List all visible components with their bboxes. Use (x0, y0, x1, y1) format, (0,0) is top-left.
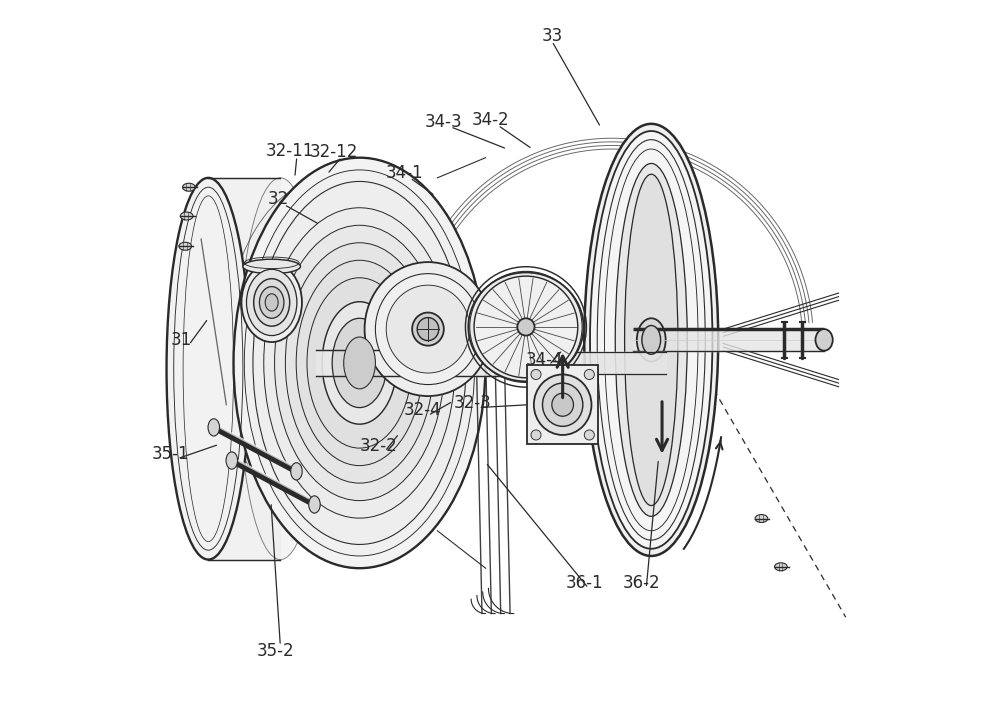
Ellipse shape (365, 262, 491, 396)
Text: 32-12: 32-12 (310, 143, 359, 161)
Ellipse shape (234, 158, 486, 568)
Text: 35-2: 35-2 (256, 642, 294, 660)
Ellipse shape (322, 301, 397, 424)
Text: 32: 32 (268, 190, 289, 208)
Text: 34-4: 34-4 (526, 351, 563, 369)
Ellipse shape (183, 183, 195, 191)
Ellipse shape (291, 463, 302, 480)
Ellipse shape (307, 278, 412, 448)
Ellipse shape (226, 452, 238, 469)
Ellipse shape (253, 181, 466, 544)
Ellipse shape (417, 317, 439, 341)
Ellipse shape (167, 178, 250, 560)
Circle shape (531, 430, 541, 440)
Circle shape (584, 430, 594, 440)
Ellipse shape (468, 273, 584, 381)
Ellipse shape (386, 285, 470, 373)
Ellipse shape (208, 419, 220, 436)
Text: 32-2: 32-2 (360, 437, 398, 455)
Text: 32-11: 32-11 (266, 142, 314, 161)
Ellipse shape (534, 375, 591, 435)
Ellipse shape (179, 242, 192, 250)
Ellipse shape (285, 243, 434, 483)
Ellipse shape (775, 562, 787, 570)
Ellipse shape (637, 318, 666, 362)
Text: 31: 31 (171, 331, 192, 349)
Text: 32-3: 32-3 (454, 394, 492, 412)
Ellipse shape (259, 286, 284, 318)
Ellipse shape (332, 318, 387, 408)
Ellipse shape (615, 163, 687, 516)
Ellipse shape (265, 294, 278, 311)
Ellipse shape (584, 124, 718, 556)
Ellipse shape (642, 325, 661, 354)
Ellipse shape (275, 226, 445, 500)
Ellipse shape (474, 276, 578, 377)
Bar (527, 365, 598, 445)
Ellipse shape (246, 269, 297, 335)
Ellipse shape (239, 178, 322, 560)
Text: 32-4: 32-4 (403, 401, 441, 419)
Ellipse shape (254, 278, 290, 326)
Ellipse shape (517, 318, 535, 335)
Ellipse shape (243, 260, 300, 273)
Ellipse shape (180, 212, 193, 220)
Ellipse shape (552, 393, 573, 416)
Text: 33: 33 (541, 27, 562, 45)
Ellipse shape (264, 208, 455, 518)
Text: 34-3: 34-3 (424, 113, 462, 131)
Text: 36-2: 36-2 (623, 574, 661, 592)
Text: 35-1: 35-1 (151, 445, 189, 463)
Text: 34-1: 34-1 (385, 164, 423, 181)
Ellipse shape (344, 337, 375, 389)
Ellipse shape (815, 329, 833, 351)
Ellipse shape (296, 260, 423, 466)
Ellipse shape (542, 383, 583, 427)
Ellipse shape (590, 131, 712, 549)
Ellipse shape (244, 170, 475, 556)
Text: 34-2: 34-2 (472, 111, 509, 129)
Text: 36-1: 36-1 (565, 574, 603, 592)
Ellipse shape (625, 174, 678, 505)
Circle shape (584, 369, 594, 380)
Ellipse shape (241, 263, 302, 342)
Ellipse shape (375, 273, 481, 385)
Ellipse shape (309, 496, 320, 513)
Ellipse shape (755, 515, 768, 523)
Circle shape (531, 369, 541, 380)
Ellipse shape (412, 312, 444, 346)
